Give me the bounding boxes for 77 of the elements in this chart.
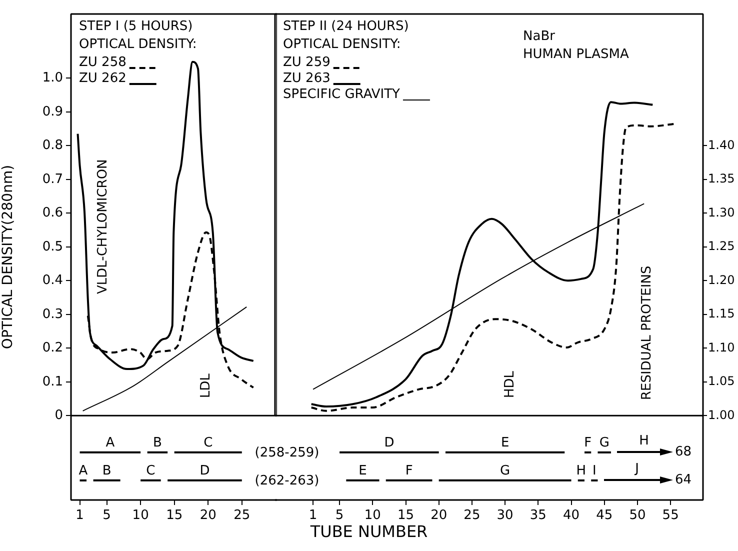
annotation: D [384,435,394,450]
y2-tick-label: 1.10 [708,340,735,354]
annotation: C [204,435,213,450]
x-tick-label: 15 [397,508,414,524]
annotation: G [599,435,610,450]
x-tick-label: 50 [629,508,646,524]
legend-title: OPTICAL DENSITY: [79,36,197,52]
y-tick-label: 0.2 [42,340,63,356]
y-tick-label: 0.5 [42,239,63,254]
annotation: C [146,463,156,478]
y2-tick-label: 1.15 [708,306,735,320]
y-tick-label: 0.7 [42,172,63,187]
x-tick-label: 20 [430,508,448,524]
annotation: RESIDUAL PROTEINS [639,266,654,400]
x-tick-label: 1 [308,508,318,524]
x-tick-label: 15 [166,508,183,524]
annotation: 64 [675,472,692,488]
annotation: H [639,433,649,448]
annotation: G [500,463,510,478]
annotation: HDL [502,370,518,398]
legend-label: ZU 259 [283,54,330,70]
legend-title: OPTICAL DENSITY: [283,36,401,52]
annotation: D [200,463,210,478]
y-tick-label: 0.8 [42,138,63,153]
annotation: VLDL-CHYLOMICRON [95,159,110,294]
x-tick-label: 25 [234,508,250,524]
y2-tick-label: 1.35 [708,172,735,186]
chart-title: STEP I (5 HOURS) [79,18,193,34]
x-tick-label: 40 [562,508,580,524]
annotation: LDL [198,372,214,398]
y-tick-label: 0.3 [42,306,63,322]
x-axis-title: TUBE NUMBER [309,522,429,541]
y2-tick-label: 1.40 [708,138,735,152]
legend-label: SPECIFIC GRAVITY [283,86,400,102]
y2-tick-label: 1.20 [708,272,735,287]
annotation: E [500,435,510,450]
x-tick-label: 35 [530,508,546,524]
y2-tick-label: 1.30 [708,205,735,220]
annotation: A [106,435,115,450]
legend-label: ZU 258 [79,54,126,70]
y-axis-title: OPTICAL DENSITY(280nm) [0,164,16,350]
annotation: F [405,463,413,478]
x-tick-label: 20 [200,508,216,524]
y2-tick-label: 1.25 [708,239,735,253]
annotation: I [592,463,596,478]
annotation: (258-259) [254,445,320,460]
legend-label: ZU 263 [283,70,330,86]
annotation: HUMAN PLASMA [523,46,629,62]
annotation: (262-263) [254,473,320,488]
y-tick-label: 0.9 [42,104,63,120]
annotation: NaBr [523,28,556,44]
annotation: B [102,463,112,478]
legend-label: ZU 262 [79,70,126,86]
annotation: J [634,461,639,476]
x-tick-label: 30 [496,508,514,524]
x-tick-label: 45 [596,508,613,524]
annotation: 68 [675,444,692,460]
annotation: E [358,463,367,478]
annotation: A [78,463,88,478]
x-tick-label: 55 [662,508,679,524]
y-tick-label: 0 [54,408,63,423]
x-tick-label: 10 [132,508,149,524]
x-tick-label: 5 [335,508,344,524]
x-tick-label: 1 [76,508,84,524]
x-tick-label: 10 [364,508,381,524]
x-tick-label: 5 [102,508,111,524]
chart-title: STEP II (24 HOURS) [283,18,409,34]
y2-tick-label: 1.00 [708,408,735,422]
y-tick-label: 0.6 [42,206,63,220]
x-tick-label: 25 [464,508,480,524]
annotation: B [152,435,162,450]
annotation: F [584,435,592,450]
y-tick-label: 0.4 [42,273,63,288]
y-tick-label: 0.1 [42,374,63,390]
y-tick-label: 1.0 [42,70,63,86]
y2-tick-label: 1.05 [708,374,735,388]
annotation: H [576,463,586,478]
